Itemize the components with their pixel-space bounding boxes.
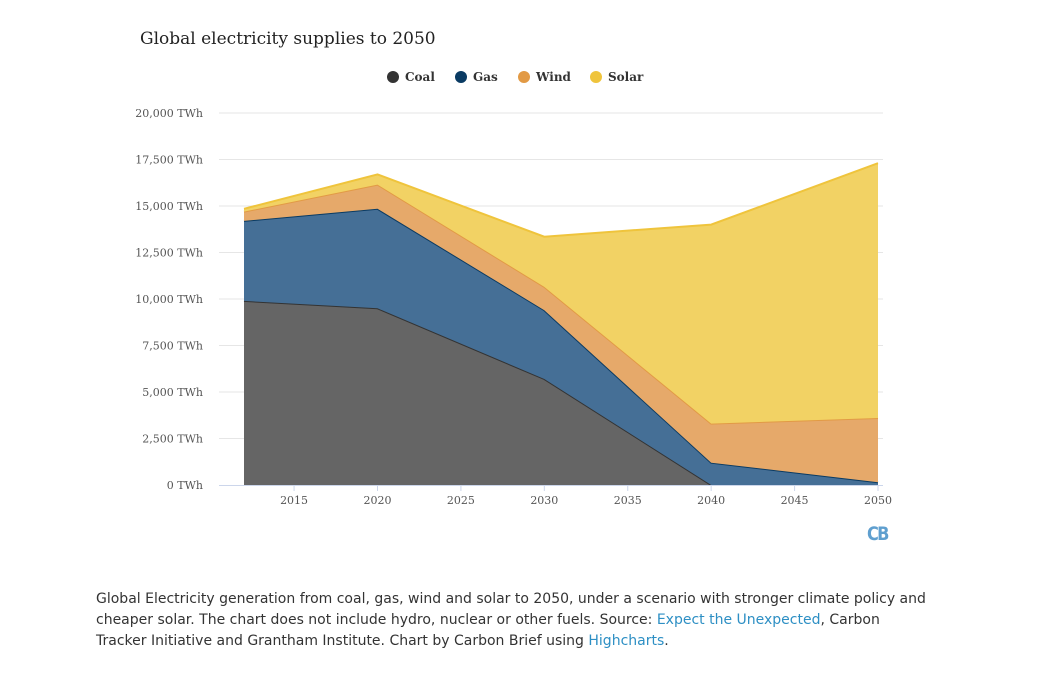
y-tick-label: 10,000 TWh — [135, 293, 203, 306]
x-axis: 2015 2020 2025 2030 2035 2040 2045 2050 — [219, 485, 892, 507]
expect-the-unexpected-link[interactable]: Expect the Unexpected — [656, 612, 821, 628]
x-tick-label: 2045 — [781, 494, 809, 507]
chart-caption: Global Electricity generation from coal,… — [96, 589, 926, 652]
caption-text-3: . — [664, 633, 669, 649]
y-tick-label: 7,500 TWh — [142, 340, 203, 353]
y-axis: 0 TWh 2,500 TWh 5,000 TWh 7,500 TWh 10,000 T… — [135, 107, 203, 492]
y-tick-label: 20,000 TWh — [135, 107, 203, 120]
y-tick-label: 0 TWh — [167, 479, 203, 492]
y-tick-label: 5,000 TWh — [142, 386, 203, 399]
area-chart: Coal Gas Wind Solar 0 TWh 2,500 TWh 5,000 TWh… — [135, 70, 892, 507]
y-tick-label: 15,000 TWh — [135, 200, 203, 213]
x-tick-label: 2020 — [363, 494, 391, 507]
y-tick-label: 2,500 TWh — [142, 433, 203, 446]
caption-text-1: Global Electricity generation from coal,… — [96, 591, 926, 628]
line-solar — [243, 162, 879, 238]
y-tick-label: 12,500 TWh — [135, 247, 203, 260]
highcharts-link[interactable]: Highcharts — [588, 633, 665, 649]
chart-title: Global electricity supplies to 2050 — [140, 29, 436, 49]
legend-marker-coal[interactable] — [387, 71, 399, 83]
legend-marker-gas[interactable] — [455, 71, 467, 83]
legend-marker-wind[interactable] — [518, 71, 530, 83]
legend: Coal Gas Wind Solar — [387, 70, 644, 84]
area-wind[interactable] — [244, 184, 878, 483]
legend-label-wind[interactable]: Wind — [535, 70, 572, 84]
x-tick-label: 2030 — [530, 494, 558, 507]
area-gas[interactable] — [244, 208, 878, 486]
x-tick-label: 2040 — [697, 494, 725, 507]
legend-label-solar[interactable]: Solar — [608, 70, 644, 84]
y-tick-label: 17,500 TWh — [135, 154, 203, 167]
area-solar[interactable] — [244, 163, 878, 424]
carbon-brief-logo: CB — [867, 523, 890, 545]
legend-label-coal[interactable]: Coal — [405, 70, 435, 84]
area-coal[interactable] — [244, 300, 878, 485]
x-tick-label: 2025 — [447, 494, 475, 507]
plot-areas — [243, 162, 879, 486]
legend-marker-solar[interactable] — [590, 71, 602, 83]
x-tick-label: 2050 — [864, 494, 892, 507]
legend-label-gas[interactable]: Gas — [473, 70, 498, 84]
caption-text-2: , Carbon Tracker Initiative and Grantham… — [96, 612, 880, 649]
x-tick-label: 2015 — [280, 494, 308, 507]
x-tick-label: 2035 — [614, 494, 642, 507]
